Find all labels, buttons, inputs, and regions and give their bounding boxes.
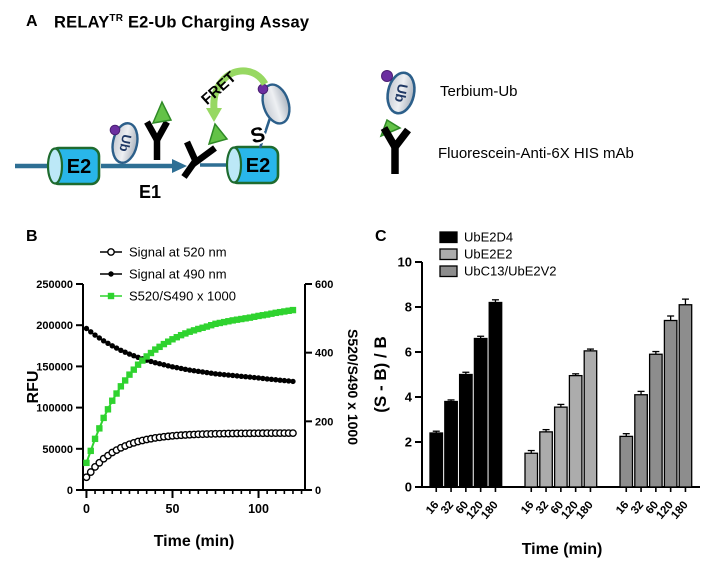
fluorescein-triangle-product xyxy=(207,122,229,146)
terbium-ub-icon: Ub xyxy=(381,70,416,115)
svg-text:Signal at 490 nm: Signal at 490 nm xyxy=(129,267,227,282)
svg-text:6: 6 xyxy=(405,345,412,360)
panel-c-axis-titles: (S - B) / B Time (min) xyxy=(371,336,602,558)
legend-fluorescein-label: Fluorescein-Anti-6X HIS mAb xyxy=(438,144,634,162)
panel-b-series-2 xyxy=(83,306,297,467)
fluorescein-triangle-middle xyxy=(151,100,173,124)
svg-text:0: 0 xyxy=(83,502,90,516)
svg-text:100000: 100000 xyxy=(36,403,73,415)
panel-b-series-0 xyxy=(82,429,297,482)
e2-cylinder-left: E2 xyxy=(46,146,101,186)
figure-title-rest: E2-Ub Charging Assay xyxy=(123,13,310,32)
panel-b-chart: 0 50000 100000 150000 200000 250000 0 200 400 600… xyxy=(25,245,361,551)
svg-text:0: 0 xyxy=(405,480,412,495)
thioester-text: S xyxy=(248,123,267,149)
svg-text:400: 400 xyxy=(315,348,333,360)
panel-a-label: A xyxy=(26,13,38,30)
panel-b-axis-titles: RFU S520/S490 x 1000 Time (min) xyxy=(25,329,361,550)
svg-text:50: 50 xyxy=(166,502,180,516)
antibody-y-product xyxy=(181,140,217,179)
svg-text:UbE2D4: UbE2D4 xyxy=(464,230,513,245)
svg-text:Time (min): Time (min) xyxy=(522,541,603,558)
svg-text:180: 180 xyxy=(669,499,691,521)
svg-text:RFU: RFU xyxy=(25,371,42,404)
panel-b-ticks: 0 50000 100000 150000 200000 250000 0 200 400 600… xyxy=(36,279,333,516)
e1-arrow xyxy=(101,159,187,173)
svg-text:600: 600 xyxy=(315,279,333,291)
panel-c-legend: UbE2D4 UbE2E2 UbC13/UbE2V2 xyxy=(439,230,557,279)
legend-terbium-label: Terbium-Ub xyxy=(440,82,518,100)
e2-right-text: E2 xyxy=(246,155,270,177)
e2-cylinder-right: E2 xyxy=(225,145,280,185)
svg-text:150000: 150000 xyxy=(36,361,73,373)
svg-text:250000: 250000 xyxy=(36,279,73,291)
svg-text:200000: 200000 xyxy=(36,320,73,332)
svg-text:180: 180 xyxy=(479,499,501,521)
svg-text:S520/S490 x 1000: S520/S490 x 1000 xyxy=(129,289,236,304)
fluorescein-mab-icon xyxy=(379,118,411,174)
svg-text:100: 100 xyxy=(248,502,269,516)
terbium-dot-product xyxy=(257,83,269,95)
panel-c-ticks: 0 2 4 6 8 10 xyxy=(398,255,422,495)
svg-text:180: 180 xyxy=(574,499,596,521)
legend-row-terbium: Ub Terbium-Ub xyxy=(376,66,518,116)
fret-arrowhead xyxy=(206,108,222,122)
thioester-link xyxy=(258,117,272,149)
panel-b-legend: Signal at 520 nm Signal at 490 nm S520/S49… xyxy=(100,245,236,304)
figure-title: RELAYTR E2-Ub Charging Assay xyxy=(54,13,309,33)
svg-text:0: 0 xyxy=(315,485,321,497)
svg-text:0: 0 xyxy=(67,485,73,497)
svg-text:Signal at 520 nm: Signal at 520 nm xyxy=(129,245,227,260)
svg-text:S520/S490 x 1000: S520/S490 x 1000 xyxy=(345,329,361,445)
svg-text:4: 4 xyxy=(405,390,413,405)
figure-title-main: RELAY xyxy=(54,13,110,32)
svg-text:Time (min): Time (min) xyxy=(154,533,235,550)
svg-text:UbE2E2: UbE2E2 xyxy=(464,247,512,262)
svg-text:8: 8 xyxy=(405,300,412,315)
legend-ub-text: Ub xyxy=(392,82,412,104)
svg-text:10: 10 xyxy=(398,255,412,270)
ub-text: Ub xyxy=(116,133,134,153)
e2-left-text: E2 xyxy=(67,156,91,178)
legend-row-fluorescein: Fluorescein-Anti-6X HIS mAb xyxy=(378,118,634,182)
panel-b-axes xyxy=(82,284,306,491)
panel-b-label: B xyxy=(26,228,38,245)
svg-text:(S - B) / B: (S - B) / B xyxy=(371,336,390,413)
svg-text:UbC13/UbE2V2: UbC13/UbE2V2 xyxy=(464,264,557,279)
fret-arrow xyxy=(210,67,269,110)
e1-text: E1 xyxy=(139,182,161,202)
assay-schematic: E2 E1 Ub E2 xyxy=(15,67,291,202)
antibody-y-middle xyxy=(144,120,170,160)
svg-text:200: 200 xyxy=(315,416,333,428)
figure-title-sup: TR xyxy=(109,13,124,24)
terbium-dot xyxy=(109,124,121,136)
terbium-ub-oval-product xyxy=(261,83,291,125)
svg-text:50000: 50000 xyxy=(42,444,73,456)
svg-text:2: 2 xyxy=(405,435,412,450)
panel-c-label: C xyxy=(375,228,387,245)
